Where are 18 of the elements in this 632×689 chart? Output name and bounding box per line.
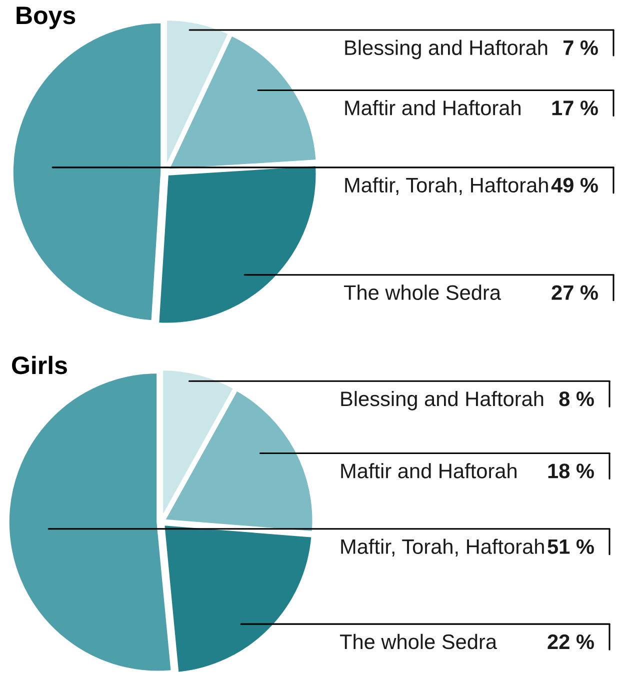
slice-label: Maftir, Torah, Haftorah bbox=[345, 177, 548, 195]
data-label: 17 % bbox=[552, 100, 598, 116]
slice-label: Blessing and Haftorah bbox=[345, 40, 548, 60]
slice-label: Maftir and Haftorah bbox=[345, 100, 520, 116]
data-label: 22 % bbox=[548, 634, 594, 650]
chart-title: Boys bbox=[16, 6, 76, 30]
slice-label: Maftir and Haftorah bbox=[341, 463, 516, 478]
data-label: 27 % bbox=[552, 285, 598, 300]
data-label: 49 % bbox=[551, 178, 598, 193]
slice-label: The whole Sedra bbox=[344, 284, 501, 300]
data-label: 8 % bbox=[559, 392, 594, 406]
data-label: 7 % bbox=[563, 40, 598, 56]
slice-label: Blessing and Haftorah bbox=[341, 390, 544, 410]
chart-title: Girls bbox=[12, 356, 67, 374]
data-label: 51 % bbox=[548, 539, 594, 554]
slice-label: The whole Sedra bbox=[340, 634, 497, 650]
data-label: 18 % bbox=[548, 464, 594, 478]
slice-label: Maftir, Torah, Haftorah bbox=[341, 538, 544, 556]
